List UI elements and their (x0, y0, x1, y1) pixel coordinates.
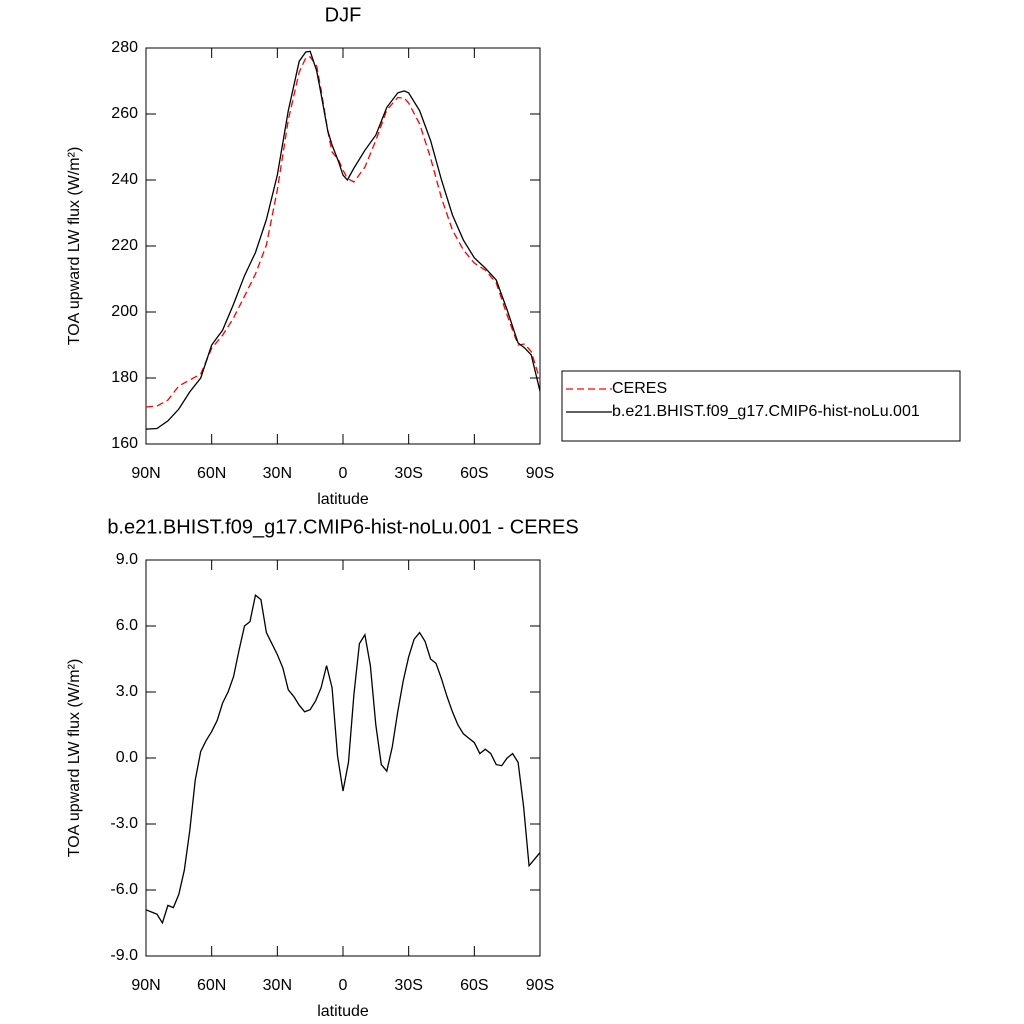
x-tick-label: 90S (526, 465, 554, 482)
y-tick-label: 6.0 (116, 617, 138, 634)
y-tick-label: -3.0 (110, 815, 138, 832)
y-tick-label: 160 (111, 435, 138, 452)
x-tick-label: 60S (460, 465, 488, 482)
y-tick-label: 3.0 (116, 683, 138, 700)
x-tick-label: 30S (394, 465, 422, 482)
x-axis-label: latitude (317, 1003, 369, 1020)
y-tick-label: -9.0 (110, 947, 138, 964)
y-axis-label: TOA upward LW flux (W/m²) (66, 659, 83, 858)
x-tick-label: 90N (131, 977, 160, 994)
y-tick-label: 9.0 (116, 551, 138, 568)
x-tick-label: 90S (526, 977, 554, 994)
legend-box (561, 370, 961, 442)
series-line (145, 50, 541, 430)
x-tick-label: 30N (263, 977, 292, 994)
x-tick-label: 90N (131, 465, 160, 482)
y-tick-label: 260 (111, 105, 138, 122)
y-tick-label: 0.0 (116, 749, 138, 766)
x-tick-label: 60N (197, 465, 226, 482)
y-tick-label: -6.0 (110, 881, 138, 898)
x-tick-label: 0 (339, 977, 348, 994)
y-tick-label: 280 (111, 39, 138, 56)
y-tick-label: 240 (111, 171, 138, 188)
legend-label: CERES (612, 380, 667, 397)
y-tick-label: 220 (111, 237, 138, 254)
plot-frame (145, 47, 541, 445)
y-tick-label: 180 (111, 369, 138, 386)
x-axis-label: latitude (317, 491, 369, 508)
chart-title: b.e21.BHIST.f09_g17.CMIP6-hist-noLu.001 … (107, 516, 578, 538)
x-tick-label: 30S (394, 977, 422, 994)
x-tick-label: 60S (460, 977, 488, 994)
chart-title: DJF (325, 4, 362, 26)
plot-frame (145, 559, 541, 957)
x-tick-label: 60N (197, 977, 226, 994)
series-line (145, 594, 541, 925)
legend-label: b.e21.BHIST.f09_g17.CMIP6-hist-noLu.001 (612, 403, 920, 420)
x-tick-label: 0 (339, 465, 348, 482)
series-line (145, 56, 541, 408)
x-tick-label: 30N (263, 465, 292, 482)
y-tick-label: 200 (111, 303, 138, 320)
y-axis-label: TOA upward LW flux (W/m²) (66, 147, 83, 346)
